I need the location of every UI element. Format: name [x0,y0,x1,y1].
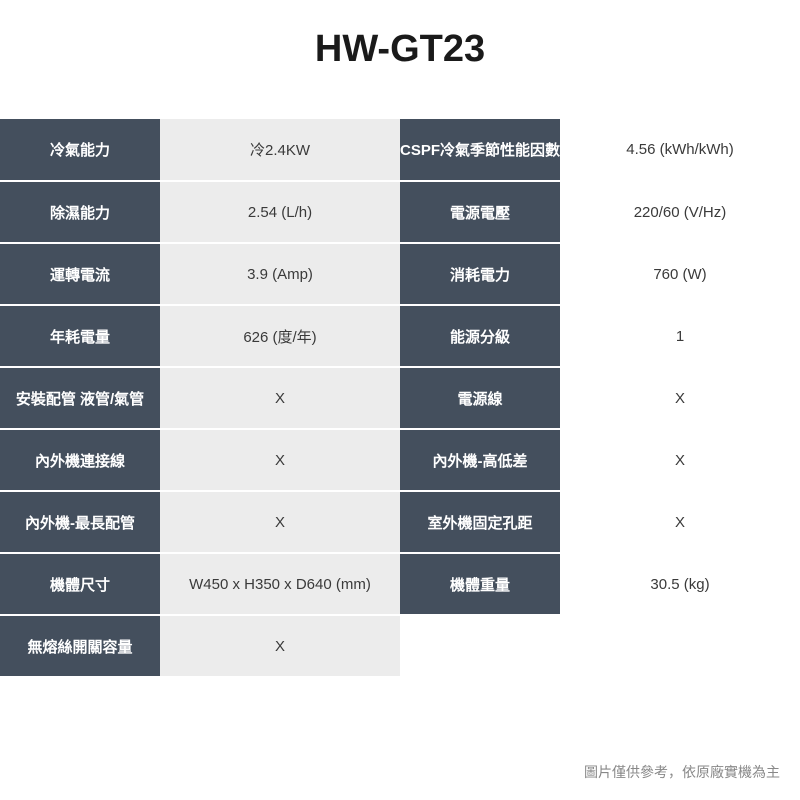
spec-value: X [560,491,800,553]
spec-label: 能源分級 [400,305,560,367]
spec-label: 機體重量 [400,553,560,615]
table-row: 冷氣能力冷2.4KWCSPF冷氣季節性能因數4.56 (kWh/kWh) [0,119,800,181]
spec-label: CSPF冷氣季節性能因數 [400,119,560,181]
table-row: 年耗電量626 (度/年)能源分級1 [0,305,800,367]
table-row: 無熔絲開關容量X [0,615,800,677]
spec-label: 安裝配管 液管/氣管 [0,367,160,429]
spec-label: 機體尺寸 [0,553,160,615]
spec-label: 年耗電量 [0,305,160,367]
spec-label: 除濕能力 [0,181,160,243]
spec-value: X [160,615,400,677]
product-title: HW-GT23 [0,0,800,119]
spec-value: 4.56 (kWh/kWh) [560,119,800,181]
spec-label: 冷氣能力 [0,119,160,181]
spec-label: 電源電壓 [400,181,560,243]
spec-value: 冷2.4KW [160,119,400,181]
table-row: 運轉電流3.9 (Amp)消耗電力760 (W) [0,243,800,305]
spec-label: 內外機-高低差 [400,429,560,491]
spec-value: W450 x H350 x D640 (mm) [160,553,400,615]
empty-cell [400,615,560,677]
spec-value: 30.5 (kg) [560,553,800,615]
spec-table: 冷氣能力冷2.4KWCSPF冷氣季節性能因數4.56 (kWh/kWh)除濕能力… [0,119,800,678]
table-row: 機體尺寸W450 x H350 x D640 (mm)機體重量30.5 (kg) [0,553,800,615]
spec-value: 1 [560,305,800,367]
spec-label: 無熔絲開關容量 [0,615,160,677]
spec-value: X [160,429,400,491]
spec-value: 760 (W) [560,243,800,305]
spec-label: 運轉電流 [0,243,160,305]
spec-value: 626 (度/年) [160,305,400,367]
spec-label: 電源線 [400,367,560,429]
table-row: 除濕能力2.54 (L/h)電源電壓220/60 (V/Hz) [0,181,800,243]
spec-value: X [160,491,400,553]
table-row: 內外機連接線X內外機-高低差X [0,429,800,491]
spec-value: X [560,367,800,429]
spec-label: 消耗電力 [400,243,560,305]
spec-label: 室外機固定孔距 [400,491,560,553]
footnote-text: 圖片僅供參考，依原廠實機為主 [584,762,780,782]
spec-value: X [160,367,400,429]
spec-value: 3.9 (Amp) [160,243,400,305]
table-row: 內外機-最長配管X室外機固定孔距X [0,491,800,553]
spec-label: 內外機-最長配管 [0,491,160,553]
spec-value: 2.54 (L/h) [160,181,400,243]
spec-value: X [560,429,800,491]
table-row: 安裝配管 液管/氣管X電源線X [0,367,800,429]
spec-label: 內外機連接線 [0,429,160,491]
spec-value: 220/60 (V/Hz) [560,181,800,243]
empty-cell [560,615,800,677]
